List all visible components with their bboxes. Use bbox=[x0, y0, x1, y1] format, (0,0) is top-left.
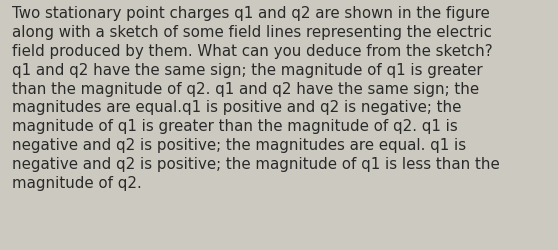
Text: Two stationary point charges q1 and q2 are shown in the figure
along with a sket: Two stationary point charges q1 and q2 a… bbox=[12, 6, 500, 190]
